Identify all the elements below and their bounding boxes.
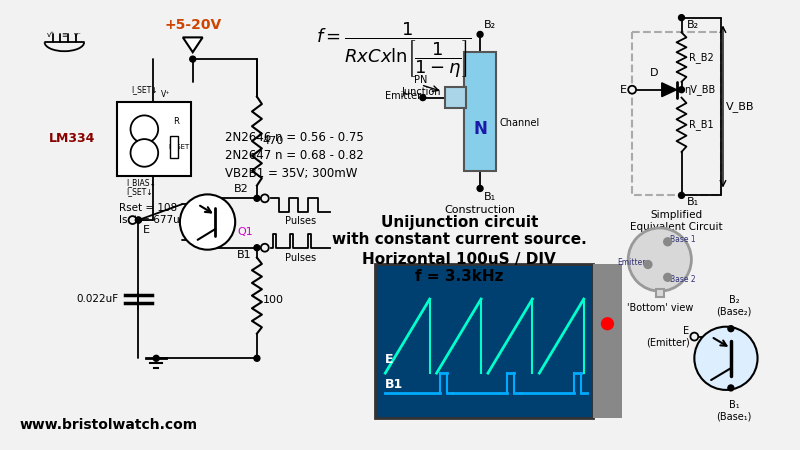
Text: 470: 470 — [263, 136, 284, 146]
Bar — [464, 52, 496, 171]
Text: B₂: B₂ — [484, 21, 496, 31]
Text: +5-20V: +5-20V — [164, 18, 222, 32]
Text: D: D — [650, 68, 658, 78]
Text: www.bristolwatch.com: www.bristolwatch.com — [20, 418, 198, 432]
Circle shape — [644, 261, 652, 269]
Polygon shape — [662, 83, 677, 97]
Circle shape — [664, 238, 672, 246]
Text: R_B2: R_B2 — [690, 52, 714, 63]
Bar — [117, 102, 190, 176]
Text: R: R — [173, 117, 179, 126]
Text: B2: B2 — [234, 184, 249, 194]
Circle shape — [628, 228, 691, 291]
Text: B₁
(Base₁): B₁ (Base₁) — [716, 400, 751, 421]
Text: P: P — [452, 91, 459, 104]
Circle shape — [261, 194, 269, 202]
Text: ηV_BB: ηV_BB — [685, 84, 716, 95]
Text: V_BB: V_BB — [726, 101, 754, 112]
Circle shape — [261, 244, 269, 252]
Circle shape — [254, 195, 260, 201]
Text: B₂: B₂ — [686, 20, 698, 30]
Bar — [593, 265, 622, 418]
Circle shape — [628, 86, 636, 94]
Text: I_SET↓: I_SET↓ — [131, 85, 158, 94]
Circle shape — [678, 193, 685, 198]
Text: Pulses: Pulses — [285, 216, 316, 226]
Text: f = 3.3kHz: f = 3.3kHz — [415, 270, 503, 284]
Text: E: E — [386, 353, 394, 366]
Circle shape — [135, 217, 142, 223]
Text: 2N2646 n = 0.56 - 0.75: 2N2646 n = 0.56 - 0.75 — [226, 131, 364, 144]
Text: Unijunction circuit: Unijunction circuit — [381, 215, 538, 230]
Circle shape — [602, 318, 614, 330]
Circle shape — [135, 217, 142, 223]
Text: Iset = 677uA: Iset = 677uA — [118, 215, 186, 225]
Circle shape — [664, 274, 672, 281]
Text: R_B1: R_B1 — [690, 119, 714, 130]
Text: I_BIAS↓: I_BIAS↓ — [126, 179, 157, 188]
Text: E: E — [620, 85, 627, 94]
Circle shape — [420, 94, 426, 101]
Circle shape — [154, 356, 159, 361]
Text: $f = \dfrac{1}{RxCx \ln\!\left[\dfrac{1}{1-\eta}\right]}$: $f = \dfrac{1}{RxCx \ln\!\left[\dfrac{1}… — [316, 21, 471, 80]
Circle shape — [477, 185, 483, 191]
Text: VB2B1 = 35V; 300mW: VB2B1 = 35V; 300mW — [226, 167, 358, 180]
Text: E: E — [143, 225, 150, 235]
Circle shape — [728, 385, 734, 391]
Text: LM334: LM334 — [49, 132, 95, 145]
Text: Base 2: Base 2 — [670, 275, 695, 284]
Circle shape — [130, 139, 158, 167]
Text: 100: 100 — [263, 295, 284, 305]
Text: N: N — [473, 120, 487, 138]
Text: with constant current source.: with constant current source. — [332, 232, 586, 247]
Text: Simplified
Equivalent Circuit: Simplified Equivalent Circuit — [630, 210, 723, 232]
Circle shape — [130, 115, 158, 143]
Circle shape — [694, 327, 758, 390]
Text: Construction: Construction — [445, 205, 515, 215]
Text: Emitter: Emitter — [385, 90, 421, 101]
Text: V⁺: V⁺ — [161, 90, 170, 99]
Text: 0.022uF: 0.022uF — [77, 294, 118, 304]
Text: ≡: ≡ — [62, 32, 67, 38]
Bar — [656, 289, 664, 297]
Text: 2N2647 n = 0.68 - 0.82: 2N2647 n = 0.68 - 0.82 — [226, 149, 364, 162]
Circle shape — [678, 15, 685, 21]
Polygon shape — [183, 37, 202, 52]
Circle shape — [477, 32, 483, 37]
Text: v⁻: v⁻ — [74, 32, 82, 38]
Text: Q1: Q1 — [237, 227, 253, 237]
Bar — [632, 32, 721, 195]
Bar — [445, 87, 466, 108]
Text: Channel: Channel — [500, 118, 540, 128]
Text: Emitter: Emitter — [618, 258, 646, 267]
Circle shape — [180, 194, 235, 250]
Circle shape — [690, 333, 698, 341]
Text: B1: B1 — [386, 378, 403, 391]
Text: Rset = 108: Rset = 108 — [118, 203, 177, 213]
Text: Base 1: Base 1 — [670, 235, 695, 244]
Text: Horizontal 100uS / DIV: Horizontal 100uS / DIV — [362, 252, 556, 267]
Text: E
(Emitter): E (Emitter) — [646, 326, 690, 347]
Text: R_SET: R_SET — [169, 144, 190, 150]
Text: 'Bottom' view: 'Bottom' view — [626, 303, 693, 313]
Text: I_SET↓: I_SET↓ — [126, 188, 154, 197]
Text: B1: B1 — [238, 250, 252, 260]
Text: PN
Junction: PN Junction — [401, 75, 441, 96]
Circle shape — [129, 216, 137, 224]
Circle shape — [190, 56, 196, 62]
Circle shape — [678, 87, 685, 93]
Text: B₁: B₁ — [686, 198, 698, 207]
Text: B₂
(Base₂): B₂ (Base₂) — [716, 295, 751, 317]
Circle shape — [254, 356, 260, 361]
Bar — [375, 265, 593, 418]
Bar — [170, 136, 178, 158]
Circle shape — [254, 245, 260, 251]
Text: B₁: B₁ — [484, 193, 496, 202]
Text: Pulses: Pulses — [285, 252, 316, 263]
Text: v⁺: v⁺ — [46, 32, 54, 38]
Circle shape — [728, 326, 734, 332]
